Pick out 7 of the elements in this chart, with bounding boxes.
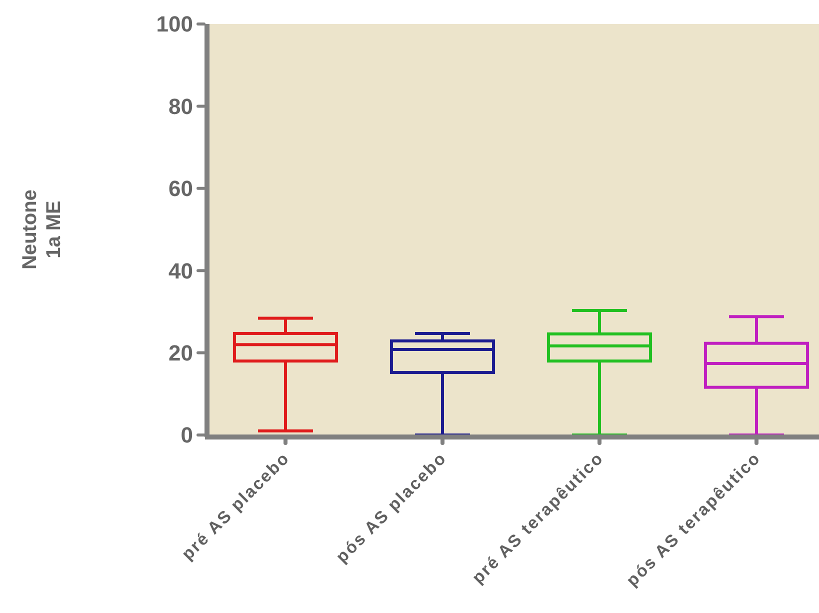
y-tick-label: 20 [168, 340, 193, 366]
y-tick-label: 0 [180, 422, 193, 448]
y-tick-label: 40 [168, 258, 193, 284]
y-tick-label: 80 [168, 94, 193, 119]
y-tick-label: 60 [168, 176, 193, 202]
y-tick-label: 100 [156, 12, 193, 37]
y-axis-title: Neutone 1a ME [19, 190, 65, 270]
